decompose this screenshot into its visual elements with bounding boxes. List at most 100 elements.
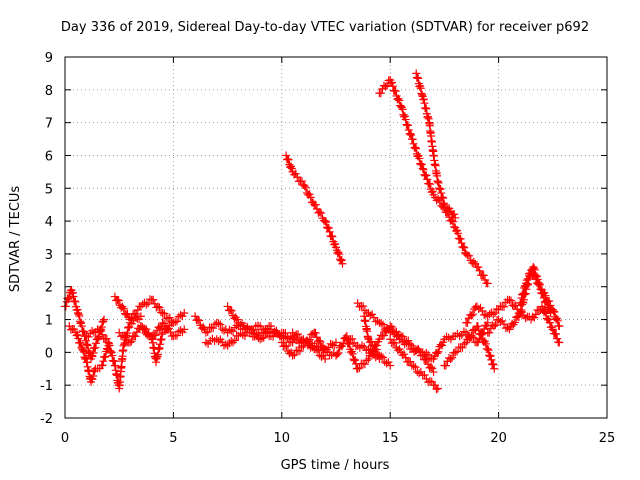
y-tick-label: 1 (45, 314, 53, 329)
data-point (420, 370, 429, 379)
data-point (286, 337, 295, 346)
data-point (468, 310, 477, 319)
data-point (411, 363, 420, 372)
data-point (81, 355, 90, 364)
data-point (416, 159, 425, 168)
data-point (414, 74, 423, 83)
data-point (178, 312, 187, 321)
data-point (73, 305, 82, 314)
data-point (127, 337, 136, 346)
data-point (76, 339, 85, 348)
data-point (282, 151, 291, 160)
data-point (539, 293, 548, 302)
data-point (437, 189, 446, 198)
data-point (474, 304, 483, 313)
data-point (178, 328, 187, 337)
data-point (307, 330, 316, 339)
data-point (426, 363, 435, 372)
data-point (142, 300, 151, 309)
data-point (315, 336, 324, 345)
data-point (404, 121, 413, 130)
data-point (443, 205, 452, 214)
data-point (229, 338, 238, 347)
data-point (554, 338, 563, 347)
data-point (500, 302, 509, 311)
data-point (124, 323, 133, 332)
series-pass-v (516, 263, 555, 317)
data-point (552, 329, 561, 338)
data-point (295, 347, 304, 356)
data-point (433, 177, 442, 186)
data-point (404, 125, 413, 134)
data-point (201, 338, 210, 347)
data-point (417, 160, 426, 169)
data-point (419, 165, 428, 174)
data-point (374, 337, 383, 346)
data-point (74, 310, 83, 319)
data-point (511, 301, 520, 310)
x-tick-label: 20 (490, 431, 507, 446)
data-point (226, 306, 235, 315)
data-point (411, 143, 420, 152)
data-point (473, 322, 482, 331)
data-point (348, 349, 357, 358)
data-point (456, 234, 465, 243)
data-point (434, 195, 443, 204)
data-point (88, 326, 97, 335)
data-point (79, 346, 88, 355)
data-point (482, 279, 491, 288)
data-point (265, 321, 274, 330)
data-point (96, 327, 105, 336)
y-tick-label: -2 (40, 412, 53, 427)
data-point (514, 312, 523, 321)
data-point (459, 242, 468, 251)
data-point (406, 129, 415, 138)
data-point (106, 346, 115, 355)
data-point (173, 317, 182, 326)
data-point (328, 340, 337, 349)
data-point (418, 164, 427, 173)
data-point (475, 266, 484, 275)
data-point (151, 331, 160, 340)
data-point (171, 317, 180, 326)
data-point (519, 289, 528, 298)
data-point (285, 349, 294, 358)
data-point (536, 285, 545, 294)
data-point (384, 325, 393, 334)
data-point (157, 308, 166, 317)
data-point (176, 326, 185, 335)
data-point (535, 280, 544, 289)
series-pass-n (353, 299, 438, 377)
data-point (398, 105, 407, 114)
y-tick-label: 2 (45, 281, 53, 296)
series-pass-q (412, 69, 460, 222)
data-point (176, 310, 185, 319)
series-pass-r (386, 335, 442, 394)
data-point (236, 320, 245, 329)
data-point (335, 250, 344, 259)
data-point (458, 343, 467, 352)
data-point (544, 315, 553, 324)
data-point (395, 96, 404, 105)
data-point (479, 271, 488, 280)
data-point (325, 227, 334, 236)
data-point (441, 361, 450, 370)
data-point (530, 265, 539, 274)
data-point (518, 308, 527, 317)
data-point (342, 335, 351, 344)
data-point (131, 332, 140, 341)
data-point (71, 297, 80, 306)
data-point (219, 341, 228, 350)
data-point (486, 351, 495, 360)
y-tick-label: 5 (45, 182, 53, 197)
data-point (331, 239, 340, 248)
data-point (105, 339, 114, 348)
data-point (453, 347, 462, 356)
data-point (449, 348, 458, 357)
data-point (287, 164, 296, 173)
data-point (413, 73, 422, 82)
data-point (452, 227, 461, 236)
data-point (413, 345, 422, 354)
y-tick-label: -1 (40, 379, 53, 394)
data-point (427, 188, 436, 197)
